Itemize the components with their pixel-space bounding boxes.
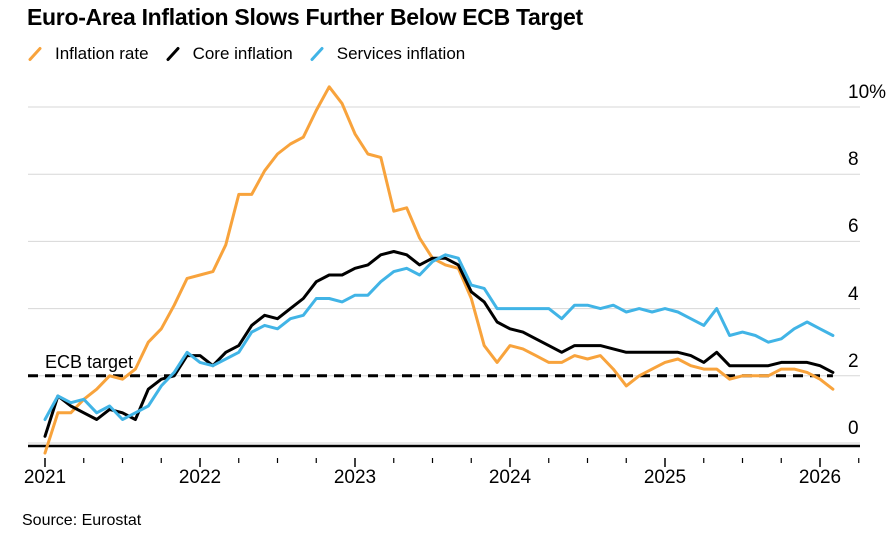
x-axis-label: 2024 <box>488 467 532 488</box>
y-axis-label: 8 <box>848 149 859 171</box>
legend-label-inflation-rate: Inflation rate <box>55 44 149 63</box>
legend-label-services-inflation: Services inflation <box>336 44 466 63</box>
x-axis-label: 2026 <box>798 467 842 488</box>
x-axis-label: 2022 <box>178 467 222 488</box>
source-note: Source: Eurostat <box>22 512 142 529</box>
legend-item-core-inflation: Core inflation <box>166 44 293 64</box>
y-axis-label: 2 <box>848 350 859 372</box>
legend-item-services-inflation: Services inflation <box>310 44 466 64</box>
y-axis-label: 0 <box>848 418 859 439</box>
legend-item-inflation-rate: Inflation rate <box>28 44 149 64</box>
core-inflation-swatch-icon <box>166 47 180 61</box>
y-axis-label: 10% <box>848 82 887 103</box>
chart-title: Euro-Area Inflation Slows Further Below … <box>27 4 583 30</box>
y-axis-label: 6 <box>848 216 859 238</box>
legend-label-core-inflation: Core inflation <box>192 44 293 63</box>
x-axis-label: 2025 <box>643 467 687 488</box>
ecb-target-label: ECB target <box>45 352 134 372</box>
y-axis-label: 4 <box>848 283 859 305</box>
series-line-services-inflation <box>43 253 835 421</box>
series-line-inflation-rate <box>43 85 835 455</box>
x-axis-label: 2021 <box>23 467 67 488</box>
series-line-core-inflation <box>43 250 835 438</box>
x-axis-label: 2023 <box>333 467 377 488</box>
legend: Inflation rate Core inflation Services i… <box>28 44 465 64</box>
inflation-rate-swatch-icon <box>28 47 42 61</box>
services-inflation-swatch-icon <box>310 47 324 61</box>
